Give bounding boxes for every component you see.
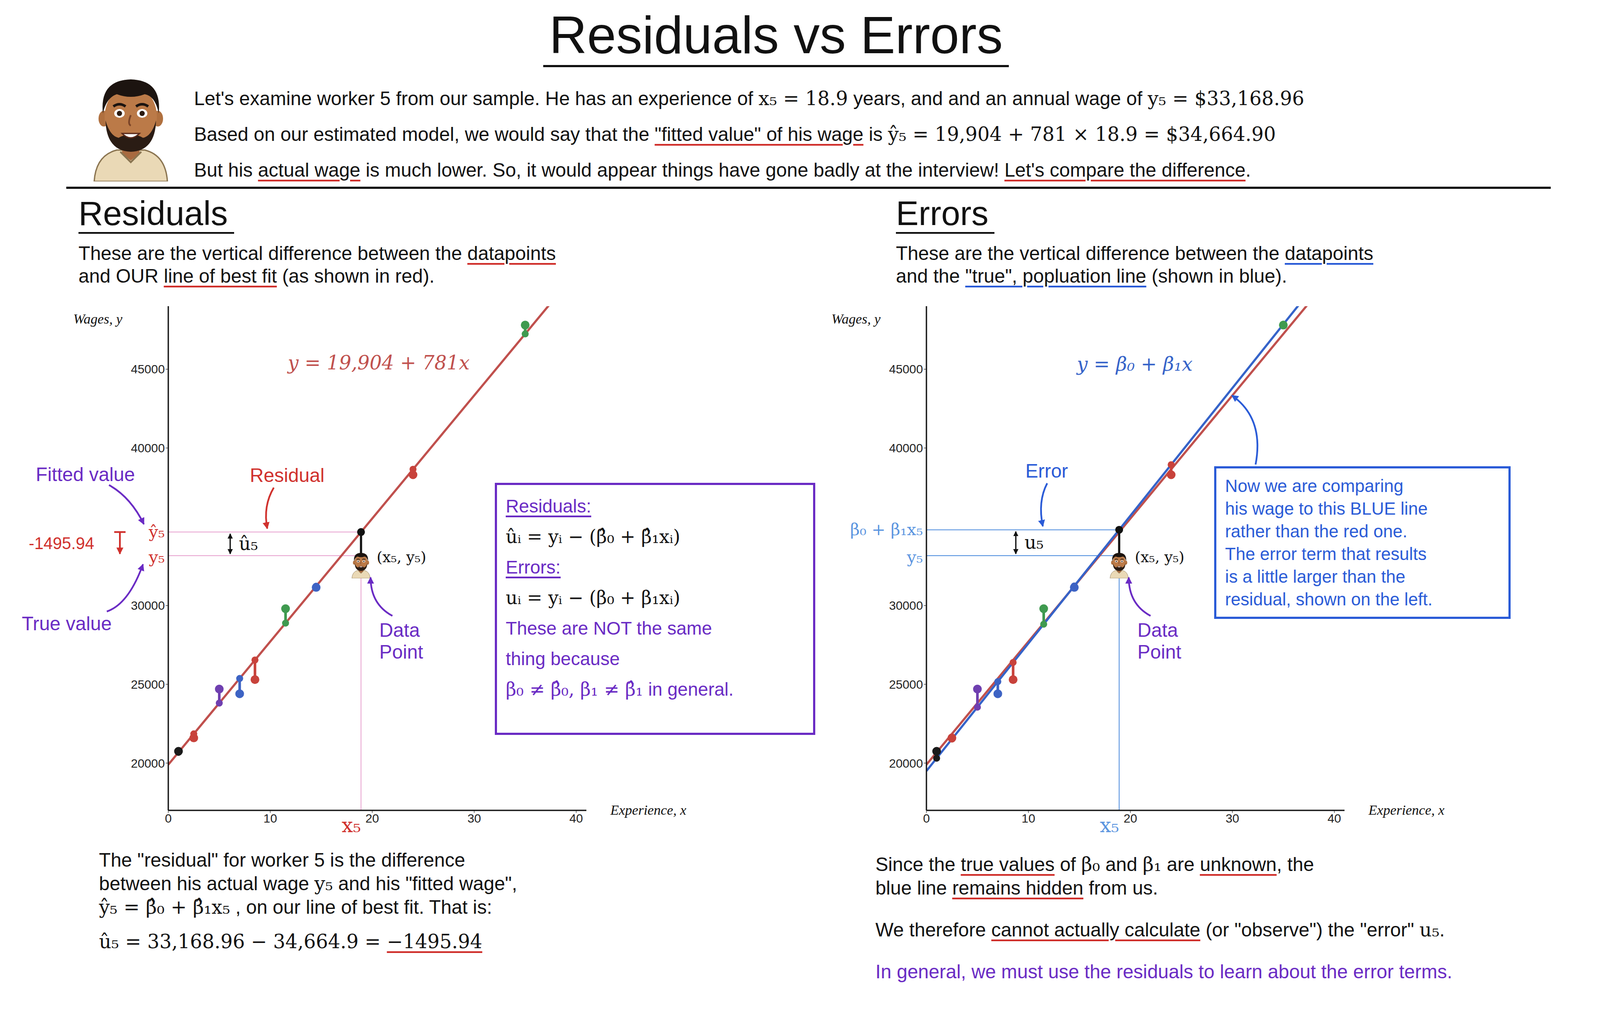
html-text:Now we are comparing: Now we are comparing <box>1225 476 1404 496</box>
svg-text:30000: 30000 <box>888 598 923 613</box>
html-text:y₅: y₅ <box>148 547 165 567</box>
html-text:True value: True value <box>21 612 112 634</box>
html-text:y = 19,904 + 781x: y = 19,904 + 781x <box>287 351 470 374</box>
html-text:and OUR line of best fit (as s: and OUR line of best fit (as shown in re… <box>78 265 435 287</box>
html-text:Error: Error <box>1025 459 1069 482</box>
html-text:Since the true values of β₀ an: Since the true values of β₀ and β₁ are u… <box>875 852 1314 875</box>
html-text:Based on our estimated model,: Based on our estimated model, we would s… <box>194 122 1276 146</box>
html-text:Experience, x: Experience, x <box>610 801 687 818</box>
html-text:his wage to this BLUE line: his wage to this BLUE line <box>1225 498 1428 518</box>
html-text:Experience, x: Experience, x <box>1368 801 1445 818</box>
html-text:x₅: x₅ <box>341 812 362 837</box>
html-text:x₅: x₅ <box>1099 812 1120 837</box>
html-text:We therefore cannot actually c: We therefore cannot actually calculate (… <box>875 918 1445 941</box>
html-text:is a little larger than the: is a little larger than the <box>1225 566 1406 586</box>
html-text:But his actual wage is much lo: But his actual wage is much lower. So, i… <box>194 159 1251 181</box>
html-text:β₀ ≠ β̂₀, β₁ ≠ β̂₁ in general.: β₀ ≠ β̂₀, β₁ ≠ β̂₁ in general. <box>505 678 734 700</box>
html-text:uᵢ = yᵢ − (β₀ + β₁xᵢ): uᵢ = yᵢ − (β₀ + β₁xᵢ) <box>505 586 681 609</box>
html-text:These are the vertical differe: These are the vertical difference betwee… <box>78 242 556 264</box>
html-text:The "residual" for worker 5 is: The "residual" for worker 5 is the diffe… <box>98 848 466 871</box>
html-text:These are NOT the same: These are NOT the same <box>505 617 712 639</box>
html-text:ŷ₅: ŷ₅ <box>148 521 165 541</box>
html-text:Residuals:: Residuals: <box>505 495 592 517</box>
svg-text:30: 30 <box>467 811 481 825</box>
svg-text:45000: 45000 <box>888 362 923 376</box>
svg-text:30000: 30000 <box>130 598 165 613</box>
svg-text:45000: 45000 <box>130 362 165 376</box>
html-text:Let's examine worker 5 from ou: Let's examine worker 5 from our sample. … <box>194 87 1305 110</box>
svg-text:20000: 20000 <box>888 756 923 770</box>
svg-text:40000: 40000 <box>888 441 923 455</box>
html-text:Errors: Errors <box>895 194 989 233</box>
svg-text:10: 10 <box>263 811 277 825</box>
svg-text:40000: 40000 <box>130 441 165 455</box>
html-text:Wages, y: Wages, y <box>831 311 881 327</box>
svg-text:40: 40 <box>1327 811 1342 825</box>
svg-text:25000: 25000 <box>888 677 923 692</box>
html-text:rather than the red one.: rather than the red one. <box>1225 521 1408 541</box>
html-text:ŷ₅ = β̂₀ + β̂₁x₅, on our line: ŷ₅ = β̂₀ + β̂₁x₅, on our line of best fi… <box>98 895 493 918</box>
svg-text:20: 20 <box>1123 811 1138 825</box>
html-text:Data: Data <box>379 619 420 641</box>
html-text:(x₅, y₅): (x₅, y₅) <box>376 548 427 566</box>
svg-text:20000: 20000 <box>130 756 165 770</box>
svg-text:40: 40 <box>569 811 583 825</box>
html-text:and the "true", popluation lin: and the "true", popluation line (shown i… <box>895 265 1288 287</box>
html-text:residual, shown on the left.: residual, shown on the left. <box>1225 589 1433 609</box>
html-text:thing because: thing because <box>505 648 620 669</box>
html-text:Errors:: Errors: <box>505 556 561 578</box>
html-text:û₅ = 33,168.96 − 34,664.9 = −1: û₅ = 33,168.96 − 34,664.9 = −1495.94 <box>98 929 483 953</box>
html-text:In general, we must use the re: In general, we must use the residuals to… <box>875 960 1453 982</box>
html-text:Residuals: Residuals <box>78 194 228 233</box>
html-text:(x₅, y₅): (x₅, y₅) <box>1134 548 1185 566</box>
svg-text:30: 30 <box>1225 811 1240 825</box>
svg-text:0: 0 <box>164 811 172 825</box>
html-text:y₅: y₅ <box>906 547 923 567</box>
html-text:β₀ + β₁x₅: β₀ + β₁x₅ <box>850 519 923 539</box>
html-text:These are the vertical differe: These are the vertical difference betwee… <box>895 242 1374 264</box>
html-text:u₅: u₅ <box>1024 531 1044 553</box>
svg-text:20: 20 <box>365 811 379 825</box>
html-text:û₅: û₅ <box>238 532 259 555</box>
svg-text:0: 0 <box>922 811 930 825</box>
svg-text:25000: 25000 <box>130 677 165 692</box>
svg-text:10: 10 <box>1021 811 1035 825</box>
html-text:-1495.94: -1495.94 <box>28 534 95 553</box>
html-text:ûᵢ = yᵢ − (β̂₀ + β̂₁xᵢ): ûᵢ = yᵢ − (β̂₀ + β̂₁xᵢ) <box>505 525 681 548</box>
html-text:between his actual wage y₅ and: between his actual wage y₅ and his "fitt… <box>98 871 518 895</box>
html-text:Residual: Residual <box>249 464 325 486</box>
html-text:Fitted value: Fitted value <box>35 463 135 485</box>
html-text:blue line remains hidden from: blue line remains hidden from us. <box>875 876 1159 899</box>
html-text:Data: Data <box>1137 619 1178 641</box>
html-text:Point: Point <box>1137 640 1182 663</box>
html-text:y = β₀ + β₁x: y = β₀ + β₁x <box>1076 352 1193 375</box>
html-text:Point: Point <box>379 640 424 663</box>
html-text:Residuals vs Errors: Residuals vs Errors <box>549 5 1003 65</box>
html-text:Wages, y: Wages, y <box>73 311 123 327</box>
html-text:The error term that results: The error term that results <box>1225 544 1427 564</box>
